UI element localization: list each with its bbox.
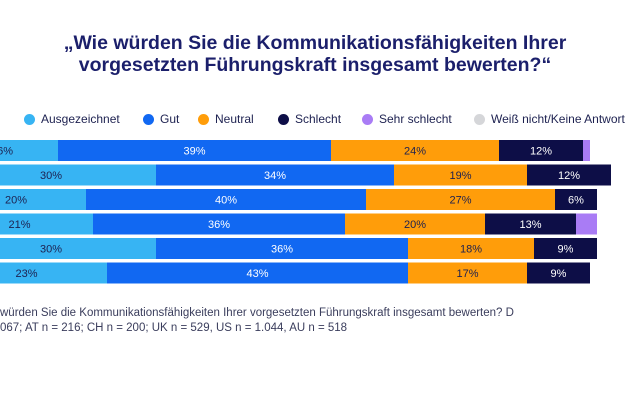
bar-segment-ausgezeichnet-row-5 [0, 238, 156, 259]
bar-segment-ausgezeichnet-row-6 [0, 262, 107, 284]
bar-segment-schlecht-row-1 [499, 140, 583, 161]
bar-segment-sehr-schlecht-row-1 [583, 140, 590, 161]
bar-label-schlecht-row-1: 12% [530, 146, 552, 158]
bar-label-gut-row-5: 36% [271, 244, 293, 256]
legend-swatch-ausgezeichnet [24, 114, 35, 125]
bar-label-ausgezeichnet-row-5: 30% [40, 244, 62, 256]
bar-label-schlecht-row-3: 6% [568, 195, 584, 207]
legend-label-neutral: Neutral [215, 112, 254, 126]
bar-segment-schlecht-row-5 [534, 238, 597, 259]
bar-segment-neutral-row-6 [408, 262, 527, 284]
bar-label-ausgezeichnet-row-1: 16% [0, 146, 13, 158]
bar-label-neutral-row-3: 27% [449, 195, 471, 207]
bar-segment-neutral-row-1 [331, 140, 499, 161]
legend-swatch-neutral [198, 114, 209, 125]
bar-label-neutral-row-1: 24% [404, 146, 426, 158]
bar-segment-gut-row-5 [156, 238, 408, 259]
bar-label-ausgezeichnet-row-2: 30% [40, 170, 62, 182]
bar-segment-gut-row-2 [156, 164, 394, 186]
bar-label-schlecht-row-4: 13% [519, 219, 541, 231]
bar-segment-neutral-row-5 [408, 238, 534, 259]
chart-footnote: würden Sie die Kommunikationsfähigkeiten… [0, 306, 630, 336]
bar-segment-gut-row-1 [58, 140, 331, 161]
bar-segment-schlecht-row-4 [485, 213, 576, 235]
bar-label-gut-row-1: 39% [183, 146, 205, 158]
bar-segment-ausgezeichnet-row-2 [0, 164, 156, 186]
legend-swatch-weiss-nicht [474, 114, 485, 125]
chart-title: „Wie würden Sie die Kommunikationsfähigk… [0, 32, 630, 76]
chart-legend: Ausgezeichnet Gut Neutral Schlecht Sehr … [0, 112, 630, 128]
legend-label-weiss-nicht: Weiß nicht/Keine Antwort [491, 112, 625, 126]
bar-label-gut-row-3: 40% [215, 195, 237, 207]
bar-label-gut-row-2: 34% [264, 170, 286, 182]
bar-segment-neutral-row-3 [366, 189, 555, 210]
legend-label-sehr-schlecht: Sehr schlecht [379, 112, 452, 126]
bar-label-neutral-row-2: 19% [449, 170, 471, 182]
bar-label-neutral-row-4: 20% [404, 219, 426, 231]
bar-label-schlecht-row-5: 9% [558, 244, 574, 256]
bar-label-gut-row-6: 43% [246, 268, 268, 280]
bar-label-neutral-row-5: 18% [460, 244, 482, 256]
footnote-line-2: 067; AT n = 216; CH n = 200; UK n = 529,… [0, 322, 348, 334]
bar-segment-ausgezeichnet-row-4 [0, 213, 93, 235]
bar-segment-sehr-schlecht-row-4 [576, 213, 597, 235]
bar-label-schlecht-row-2: 12% [558, 170, 580, 182]
bar-label-ausgezeichnet-row-3: 20% [5, 195, 27, 207]
bar-segment-neutral-row-2 [394, 164, 527, 186]
bar-label-gut-row-4: 36% [208, 219, 230, 231]
bar-label-neutral-row-6: 17% [456, 268, 478, 280]
bar-segment-ausgezeichnet-row-1 [0, 140, 58, 161]
bar-segment-gut-row-4 [93, 213, 345, 235]
bar-label-ausgezeichnet-row-6: 23% [15, 268, 37, 280]
bar-segment-schlecht-row-6 [527, 262, 590, 284]
legend-label-ausgezeichnet: Ausgezeichnet [41, 112, 120, 126]
legend-swatch-sehr-schlecht [362, 114, 373, 125]
footnote-line-1: würden Sie die Kommunikationsfähigkeiten… [0, 307, 514, 319]
bar-segment-ausgezeichnet-row-3 [0, 189, 86, 210]
legend-label-gut: Gut [160, 112, 180, 126]
chart-title-line-1: „Wie würden Sie die Kommunikationsfähigk… [63, 32, 567, 54]
bar-segment-schlecht-row-2 [527, 164, 611, 186]
bar-label-ausgezeichnet-row-4: 21% [8, 219, 30, 231]
legend-swatch-schlecht [278, 114, 289, 125]
chart-title-line-2: vorgesetzten Führungskraft insgesamt bew… [78, 54, 552, 76]
bar-segment-gut-row-3 [86, 189, 366, 210]
bar-segment-neutral-row-4 [345, 213, 485, 235]
legend-label-schlecht: Schlecht [295, 112, 342, 126]
bar-segment-schlecht-row-3 [555, 189, 597, 210]
legend-swatch-gut [143, 114, 154, 125]
bar-label-schlecht-row-6: 9% [551, 268, 567, 280]
bar-segment-gut-row-6 [107, 262, 408, 284]
